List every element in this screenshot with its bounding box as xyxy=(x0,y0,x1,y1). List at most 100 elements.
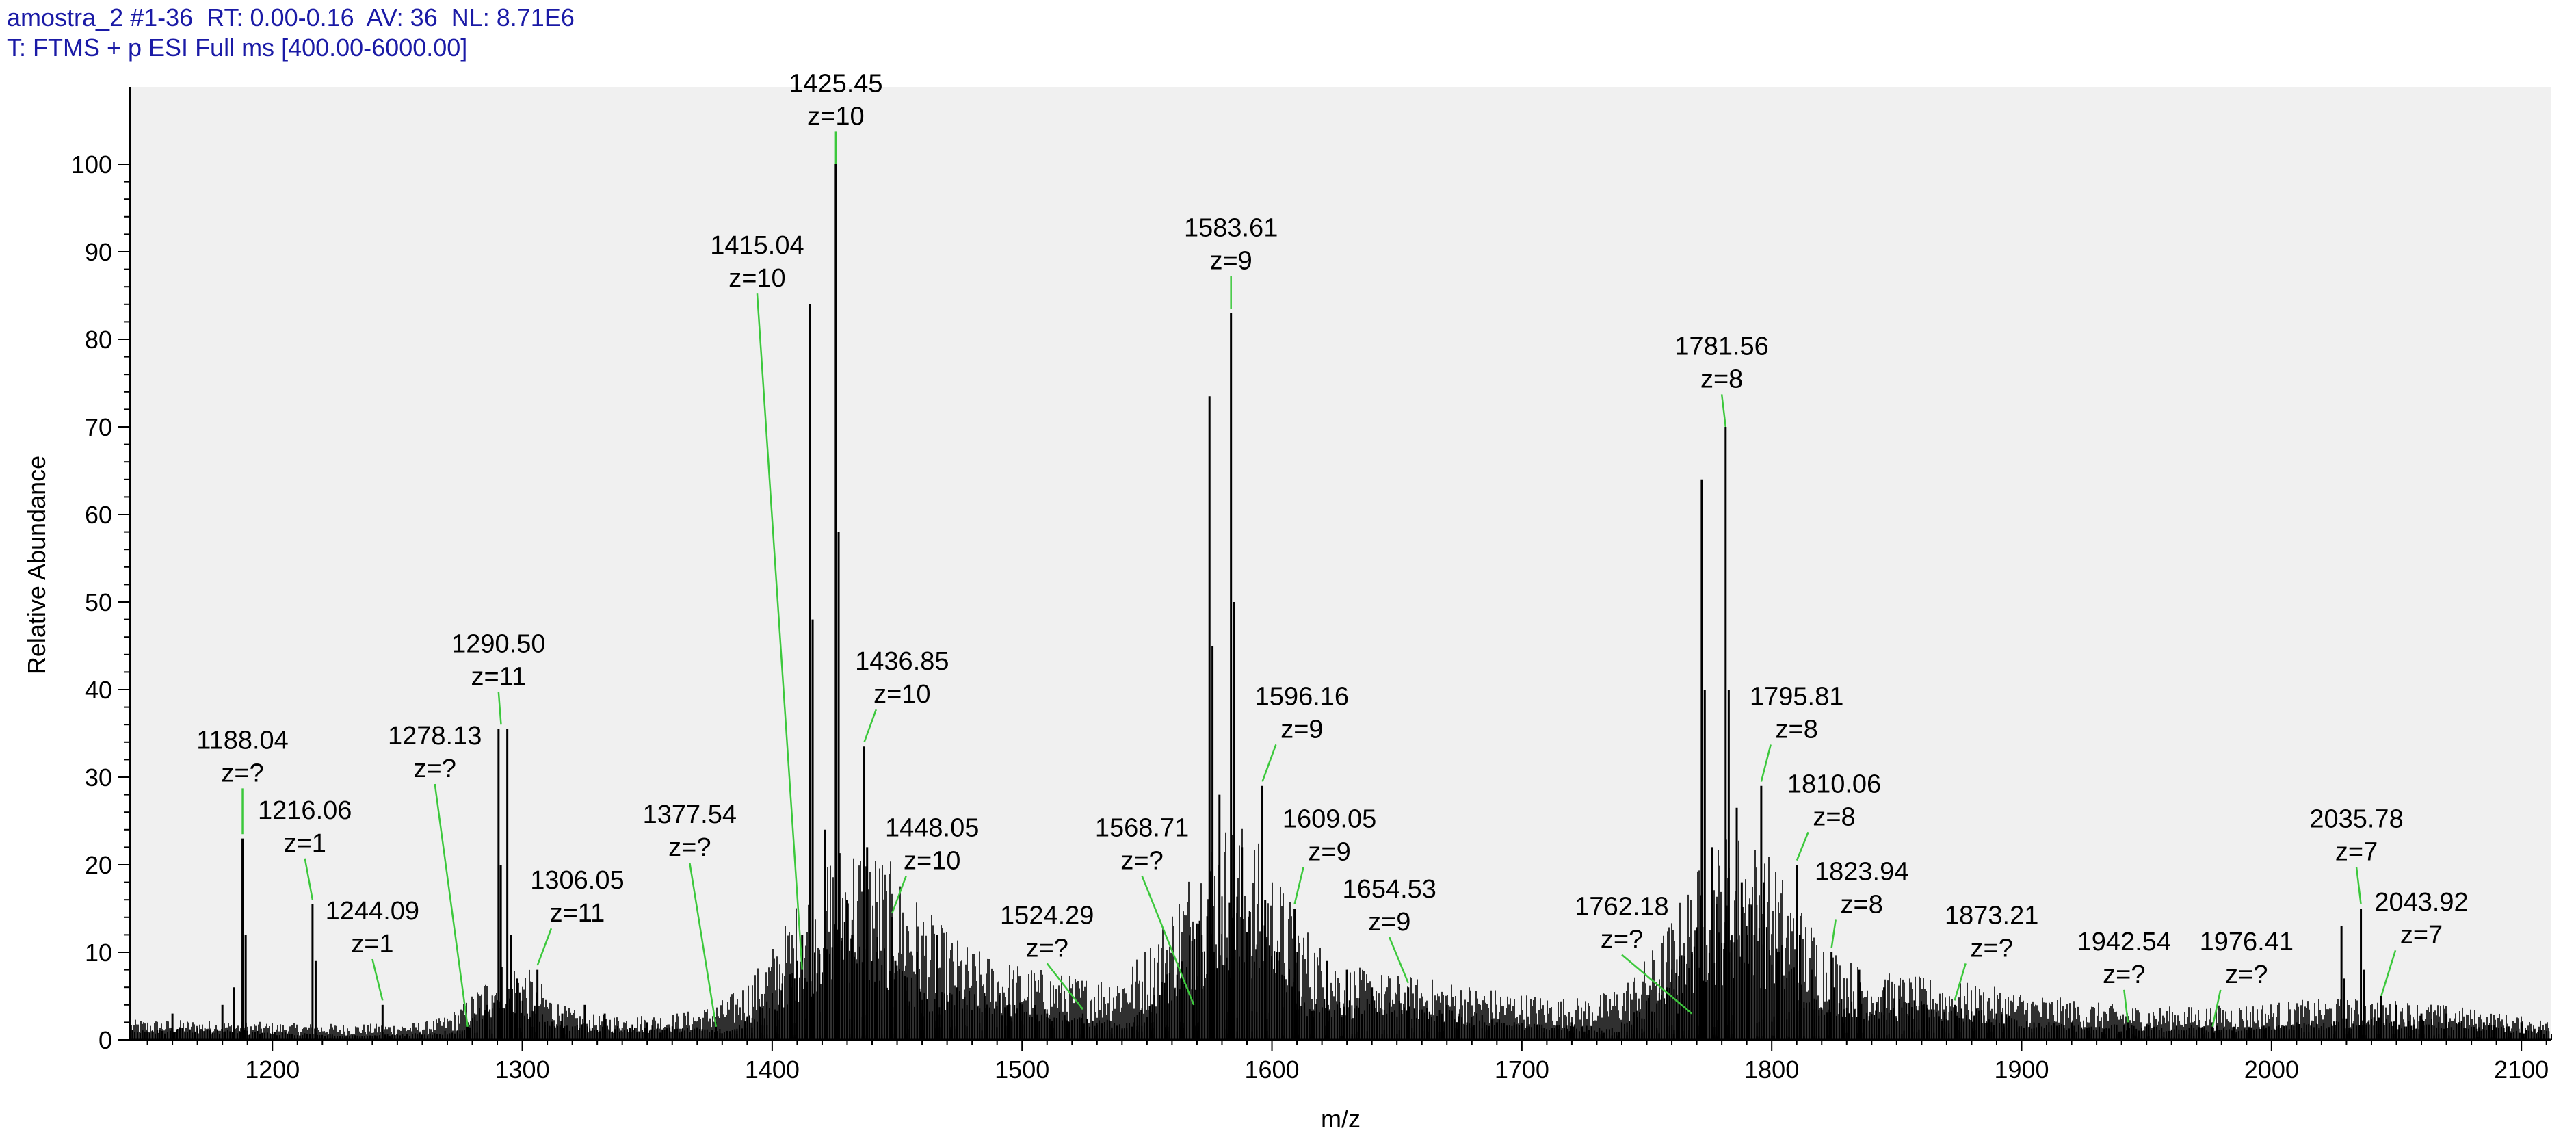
peak-charge-label: z=10 xyxy=(807,102,864,131)
peak-mz-label: 1306.05 xyxy=(530,866,624,895)
y-tick-label: 10 xyxy=(85,939,112,967)
peak-mz-label: 1583.61 xyxy=(1184,214,1278,243)
peak-charge-label: z=7 xyxy=(2335,838,2378,867)
peak-charge-label: z=11 xyxy=(550,899,605,928)
peak-charge-label: z=10 xyxy=(904,846,960,875)
leader-line xyxy=(1830,919,1837,948)
leader-line xyxy=(2380,950,2397,997)
leader-line xyxy=(689,863,718,1027)
x-tick-label: 1900 xyxy=(1994,1056,2049,1084)
leader-line xyxy=(304,858,314,900)
annotation-leaders xyxy=(241,131,2397,1028)
leader-line xyxy=(1760,744,1772,782)
peak-mz-label: 1976.41 xyxy=(2200,928,2294,956)
leader-line xyxy=(756,293,803,970)
peak-charge-label: z=? xyxy=(414,755,456,783)
peak-mz-label: 1609.05 xyxy=(1283,805,1376,834)
peak-mz-label: 1415.04 xyxy=(710,231,804,260)
y-axis-ticks: 0 10 20 30 40 50 60 70 80 90 100 xyxy=(71,151,130,1054)
peak-mz-label: 1377.54 xyxy=(643,800,737,829)
peak-mz-label: 1290.50 xyxy=(451,630,545,659)
peak-mz-label: 1654.53 xyxy=(1343,875,1436,904)
peak-mz-label: 1244.09 xyxy=(326,897,419,926)
y-tick-label: 30 xyxy=(85,763,112,792)
leader-line xyxy=(497,692,502,725)
leader-line xyxy=(2211,989,2222,1028)
leader-line xyxy=(536,928,553,966)
y-tick-label: 70 xyxy=(85,413,112,441)
peak-mz-label: 1781.56 xyxy=(1674,332,1768,361)
leader-line xyxy=(1293,867,1304,904)
x-tick-label: 1400 xyxy=(745,1056,800,1084)
leader-line xyxy=(1389,937,1409,984)
y-tick-label: 40 xyxy=(85,676,112,704)
peak-mz-label: 1942.54 xyxy=(2077,928,2171,956)
x-tick-label: 1600 xyxy=(1244,1056,1299,1084)
peak-charge-label: z=1 xyxy=(284,829,326,858)
peak-charge-label: z=? xyxy=(2103,960,2145,989)
peak-charge-label: z=9 xyxy=(1280,715,1323,744)
x-tick-label: 1200 xyxy=(245,1056,300,1084)
peak-labels: 1188.04 z=? 1216.06 z=1 1244.09 z=1 1278.13 z=?… xyxy=(196,69,2468,989)
peak-charge-label: z=8 xyxy=(1813,802,1855,831)
peak-mz-label: 1436.85 xyxy=(855,647,949,676)
peak-mz-label: 1448.05 xyxy=(885,813,979,842)
plot-area xyxy=(130,87,2551,1040)
peak-charge-label: z=9 xyxy=(1209,247,1252,276)
peak-mz-label: 1188.04 xyxy=(196,726,289,755)
x-tick-label: 1500 xyxy=(995,1056,1049,1084)
peak-charge-label: z=? xyxy=(1026,934,1068,963)
spectrum-header: amostra_2 #1-36 RT: 0.00-0.16 AV: 36 NL:… xyxy=(7,3,575,63)
leader-line xyxy=(1796,831,1809,861)
peak-charge-label: z=9 xyxy=(1368,908,1410,937)
y-tick-label: 60 xyxy=(85,501,112,529)
peak-mz-label: 1762.18 xyxy=(1575,893,1668,922)
x-tick-label: 1300 xyxy=(495,1056,550,1084)
peak-mz-label: 2043.92 xyxy=(2374,888,2468,917)
leader-line xyxy=(1720,394,1727,428)
peak-mz-label: 1873.21 xyxy=(1945,901,2038,930)
peak-mz-label: 1278.13 xyxy=(388,722,482,750)
peak-charge-label: z=8 xyxy=(1841,890,1883,919)
peak-charge-label: z=? xyxy=(221,759,263,787)
peak-charge-label: z=1 xyxy=(351,930,393,958)
peak-mz-label: 1596.16 xyxy=(1255,682,1349,711)
x-axis-title: m/z xyxy=(1321,1105,1361,1133)
y-tick-label: 100 xyxy=(71,151,112,179)
peak-mz-label: 2035.78 xyxy=(2309,805,2403,834)
peak-charge-label: z=10 xyxy=(873,680,930,709)
leader-line xyxy=(1046,963,1083,1010)
leader-line xyxy=(1954,963,1967,1001)
peak-charge-label: z=? xyxy=(1971,934,2013,963)
leader-line xyxy=(2355,867,2362,904)
x-tick-label: 2000 xyxy=(2244,1056,2299,1084)
peak-charge-label: z=8 xyxy=(1700,365,1743,393)
peak-mz-label: 1425.45 xyxy=(789,69,882,98)
x-tick-label: 1800 xyxy=(1744,1056,1799,1084)
x-tick-label: 2100 xyxy=(2494,1056,2549,1084)
peak-charge-label: z=11 xyxy=(471,663,527,692)
scan-filter: T: FTMS + p ESI Full ms [400.00-6000.00] xyxy=(7,34,468,62)
peak-charge-label: z=? xyxy=(668,833,711,862)
y-axis-title: Relative Abundance xyxy=(23,456,51,675)
leader-line xyxy=(891,875,907,913)
peak-charge-label: z=? xyxy=(2225,960,2268,989)
y-tick-label: 50 xyxy=(85,588,112,616)
peak-mz-label: 1524.29 xyxy=(1000,901,1094,930)
leader-line xyxy=(434,783,469,1027)
leader-line xyxy=(2123,989,2129,1023)
peak-mz-label: 1810.06 xyxy=(1787,770,1881,798)
peak-charge-label: z=9 xyxy=(1308,838,1350,867)
peak-charge-label: z=? xyxy=(1120,846,1163,875)
peak-charge-label: z=10 xyxy=(728,264,785,293)
leader-line xyxy=(1621,954,1693,1015)
peak-mz-label: 1823.94 xyxy=(1815,857,1908,886)
leader-line xyxy=(1261,744,1277,782)
peak-charge-label: z=? xyxy=(1601,926,1643,954)
y-tick-label: 20 xyxy=(85,851,112,879)
leader-line xyxy=(1141,875,1195,1006)
y-tick-label: 80 xyxy=(85,326,112,354)
x-axis-ticks: 1200 1300 1400 1500 1600 1700 1800 1900 2000 2100 xyxy=(146,1040,2549,1084)
x-tick-label: 1700 xyxy=(1495,1056,1549,1084)
